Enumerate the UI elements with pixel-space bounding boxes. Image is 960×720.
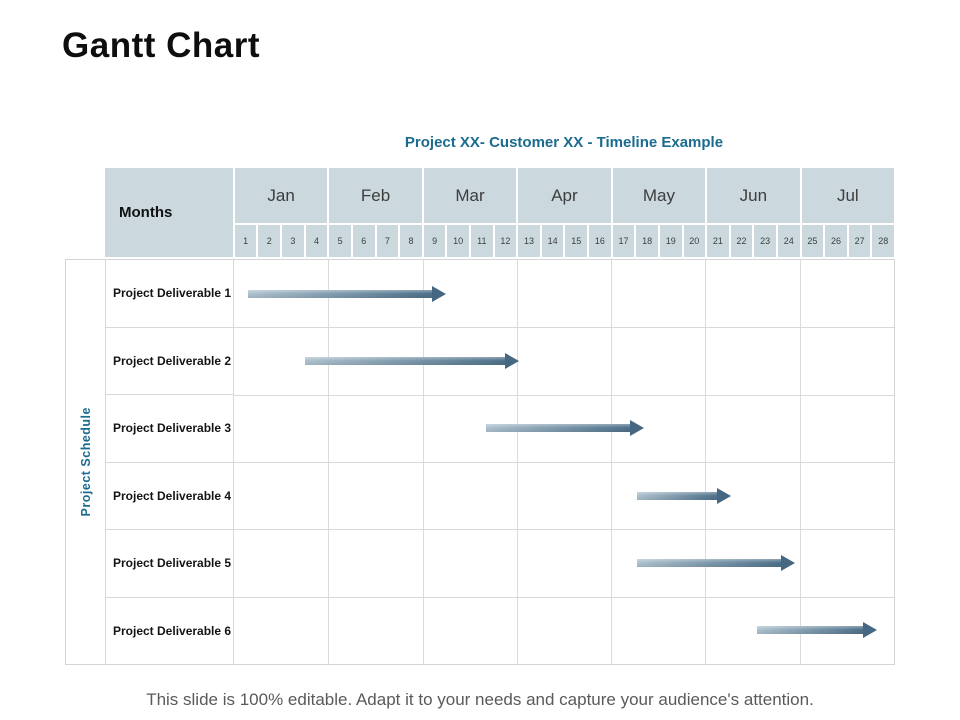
month-column: Jul 25 26 27 28 xyxy=(801,168,895,257)
week-number-cell: 17 xyxy=(612,225,635,257)
grid-row-line xyxy=(234,529,894,531)
week-number-cell: 16 xyxy=(589,225,611,257)
task-arrow-head xyxy=(717,487,732,504)
week-number-cell: 22 xyxy=(730,225,753,257)
week-number-cell: 27 xyxy=(848,225,871,257)
task-label: Project Deliverable 6 xyxy=(113,623,232,638)
week-number-row: 17 18 19 20 xyxy=(612,225,706,257)
task-label: Project Deliverable 3 xyxy=(106,395,233,463)
task-arrow xyxy=(637,487,732,504)
week-number-row: 13 14 15 16 xyxy=(517,225,611,257)
week-number-cell: 28 xyxy=(872,225,895,257)
task-arrow xyxy=(757,622,878,639)
week-number-cell: 3 xyxy=(282,225,304,257)
task-label: Project Deliverable 5 xyxy=(106,530,233,598)
month-header-cell: Jan xyxy=(234,168,328,223)
week-number-cell: 23 xyxy=(754,225,776,257)
grid-row-line xyxy=(234,596,894,598)
week-number-cell: 25 xyxy=(801,225,824,257)
task-arrow-head xyxy=(432,285,447,302)
month-columns: Jan 1 2 3 4 Feb 5 6 7 8 Mar 9 10 11 12 Apr 13 14 15 16 May 17… xyxy=(234,168,895,257)
months-header-cell: Months xyxy=(105,168,233,257)
week-number-cell: 8 xyxy=(400,225,422,257)
week-number-cell: 7 xyxy=(376,225,399,257)
week-number-cell: 1 xyxy=(234,225,257,257)
week-number-cell: 26 xyxy=(825,225,847,257)
task-arrow-shaft xyxy=(486,424,633,433)
week-number-cell: 20 xyxy=(683,225,706,257)
week-number-cell: 14 xyxy=(541,225,564,257)
schedule-column: Project Schedule xyxy=(66,260,106,664)
week-number-cell: 15 xyxy=(565,225,588,257)
month-header-cell: Feb xyxy=(329,168,422,223)
week-number-cell: 19 xyxy=(659,225,682,257)
week-number-cell: 24 xyxy=(777,225,800,257)
task-labels-column: Project Deliverable 1 Project Deliverable… xyxy=(106,260,234,664)
month-header-cell: May xyxy=(612,168,706,223)
task-arrow xyxy=(248,285,447,302)
slide-title: Gantt Chart xyxy=(62,26,260,65)
task-label: Project Deliverable 4 xyxy=(106,463,233,530)
week-number-cell: 13 xyxy=(518,225,540,257)
task-label: Project Deliverable 1 xyxy=(106,260,233,328)
task-arrow-shaft xyxy=(757,626,866,635)
week-number-cell: 18 xyxy=(636,225,658,257)
week-number-row: 25 26 27 28 xyxy=(801,225,895,257)
week-number-cell: 6 xyxy=(352,225,375,257)
task-arrow-shaft xyxy=(637,559,783,567)
task-arrow-head xyxy=(780,555,795,571)
week-number-cell: 11 xyxy=(470,225,493,257)
grid-row-line xyxy=(234,462,894,463)
month-header-cell: Jul xyxy=(801,168,895,223)
gantt-table: Months Jan 1 2 3 4 Feb 5 6 7 8 Mar 9 10 11 12 Apr 13 14 15… xyxy=(65,168,895,665)
task-arrow xyxy=(486,420,645,437)
week-number-cell: 9 xyxy=(423,225,446,257)
task-arrow-shaft xyxy=(304,357,508,365)
task-arrow xyxy=(304,353,520,369)
month-column: May 17 18 19 20 xyxy=(612,168,706,257)
month-column: Mar 9 10 11 12 xyxy=(423,168,517,257)
month-column: Apr 13 14 15 16 xyxy=(517,168,611,257)
month-header-cell: Apr xyxy=(518,168,611,223)
week-number-cell: 4 xyxy=(305,225,328,257)
month-column: Feb 5 6 7 8 xyxy=(328,168,422,257)
footer-note: This slide is 100% editable. Adapt it to… xyxy=(146,690,814,709)
task-arrow-head xyxy=(863,622,878,639)
task-label: Project Deliverable 2 xyxy=(106,328,233,395)
project-schedule-label: Project Schedule xyxy=(78,407,93,517)
week-number-cell: 12 xyxy=(494,225,517,257)
task-arrow-head xyxy=(630,420,645,437)
week-number-cell: 21 xyxy=(707,225,729,257)
month-header-cell: Mar xyxy=(423,168,517,223)
week-number-row: 21 22 23 24 xyxy=(706,225,800,257)
task-arrow-shaft xyxy=(248,289,435,298)
month-column: Jan 1 2 3 4 xyxy=(234,168,328,257)
week-number-cell: 10 xyxy=(447,225,469,257)
grid-row-line xyxy=(234,394,894,396)
gantt-grid xyxy=(234,260,894,664)
week-number-cell: 2 xyxy=(258,225,281,257)
gantt-body: Project Schedule Project Deliverable 1 Pr… xyxy=(65,259,895,665)
week-number-cell: 5 xyxy=(329,225,351,257)
gantt-chart: Project XX- Customer XX - Timeline Examp… xyxy=(65,134,895,665)
month-column: Jun 21 22 23 24 xyxy=(706,168,800,257)
month-header-cell: Jun xyxy=(707,168,800,223)
task-arrow-head xyxy=(505,353,520,369)
gantt-header-row: Months Jan 1 2 3 4 Feb 5 6 7 8 Mar 9 10 11 12 Apr 13 14 15… xyxy=(105,168,895,257)
chart-subtitle: Project XX- Customer XX - Timeline Examp… xyxy=(404,134,724,151)
task-arrow-shaft xyxy=(637,491,720,500)
task-arrow xyxy=(637,555,795,571)
grid-row-line xyxy=(234,327,894,329)
week-number-row: 9 10 11 12 xyxy=(423,225,517,257)
